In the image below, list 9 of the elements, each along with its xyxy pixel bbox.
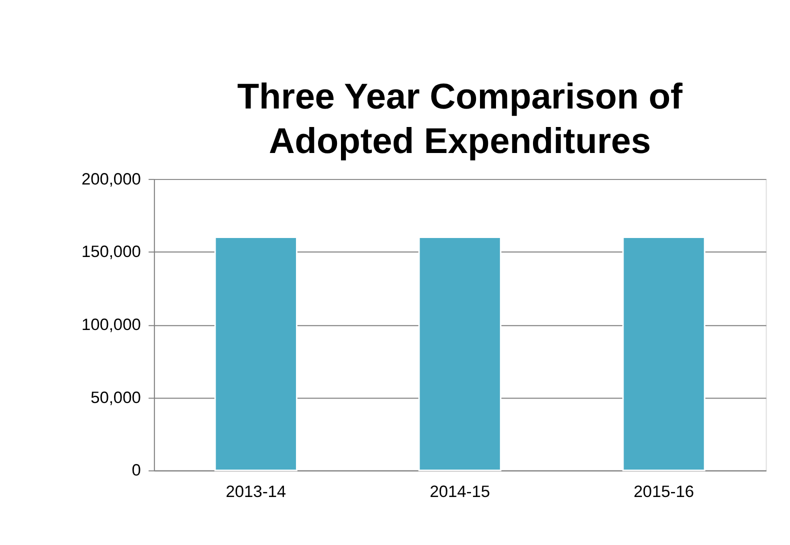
y-tick-label: 0: [132, 462, 141, 480]
y-tick-label: 150,000: [81, 243, 141, 262]
y-tick-label: 200,000: [81, 170, 141, 188]
x-tick-label: 2015-16: [634, 482, 694, 501]
y-tick-label: 100,000: [81, 316, 141, 334]
y-tick-label: 50,000: [90, 388, 141, 407]
x-tick-label: 2013-14: [226, 482, 286, 501]
x-tick-label: 2014-15: [430, 482, 490, 501]
chart-title: Three Year Comparison of Adopted Expenditures: [237, 76, 683, 161]
